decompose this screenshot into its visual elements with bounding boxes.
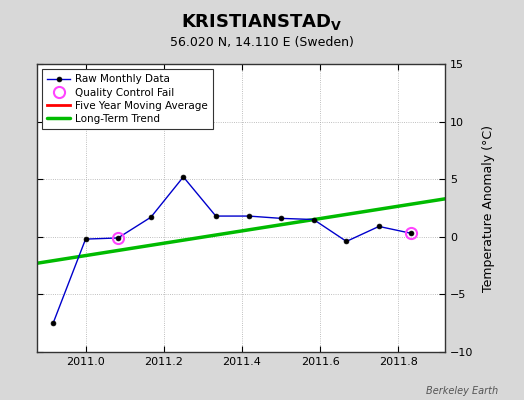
Raw Monthly Data — [148, 215, 154, 220]
Raw Monthly Data — [310, 217, 316, 222]
Y-axis label: Temperature Anomaly (°C): Temperature Anomaly (°C) — [482, 124, 495, 292]
Raw Monthly Data — [82, 237, 89, 242]
Text: 56.020 N, 14.110 E (Sweden): 56.020 N, 14.110 E (Sweden) — [170, 36, 354, 49]
Raw Monthly Data — [115, 236, 121, 240]
Raw Monthly Data — [408, 231, 414, 236]
Line: Raw Monthly Data: Raw Monthly Data — [51, 174, 414, 326]
Raw Monthly Data — [246, 214, 252, 218]
Raw Monthly Data — [180, 174, 187, 179]
Raw Monthly Data — [50, 321, 56, 326]
Line: Quality Control Fail: Quality Control Fail — [113, 228, 417, 244]
Raw Monthly Data — [278, 216, 285, 221]
Quality Control Fail — [115, 236, 121, 240]
Text: KRISTIANSTAD$_\mathregular{V}$: KRISTIANSTAD$_\mathregular{V}$ — [181, 12, 343, 32]
Raw Monthly Data — [213, 214, 219, 218]
Raw Monthly Data — [343, 239, 350, 244]
Quality Control Fail — [408, 231, 414, 236]
Raw Monthly Data — [376, 224, 382, 229]
Legend: Raw Monthly Data, Quality Control Fail, Five Year Moving Average, Long-Term Tren: Raw Monthly Data, Quality Control Fail, … — [42, 69, 213, 129]
Text: Berkeley Earth: Berkeley Earth — [425, 386, 498, 396]
